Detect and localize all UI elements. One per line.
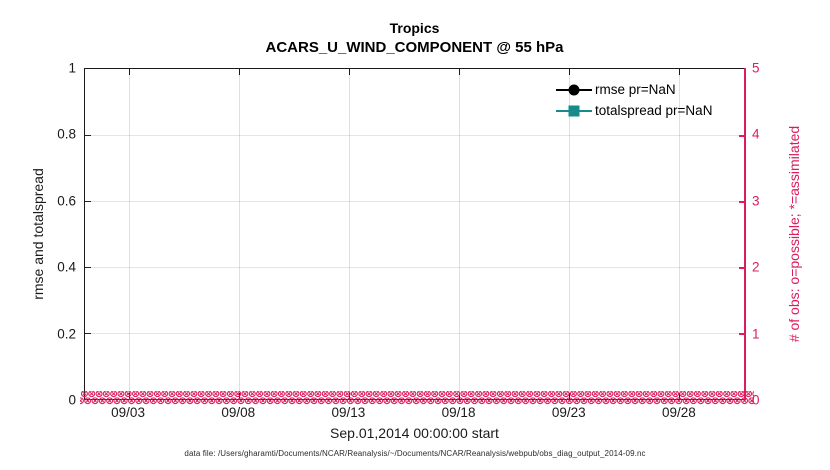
x-tick-mark-top	[129, 69, 130, 75]
x-tick-mark-top	[679, 69, 680, 75]
left-y-tick-label: 1	[68, 60, 76, 76]
left-y-tick-mark	[85, 201, 91, 202]
x-axis-label: Sep.01,2014 00:00:00 start	[330, 425, 499, 441]
x-tick-label: 09/23	[551, 405, 586, 420]
x-tick-mark-bottom	[569, 393, 570, 399]
obs-count-marker-band: ⊗⊗⊗⊗⊗⊗⊗⊗⊗⊗⊗⊗⊗⊗⊗⊗⊗⊗⊗⊗⊗⊗⊗⊗⊗⊗⊗⊗⊗⊗⊗⊗⊗⊗⊗⊗⊗⊗⊗⊗…	[80, 391, 754, 407]
x-gridline	[349, 69, 350, 399]
x-tick-mark-top	[239, 69, 240, 75]
chart-title: Tropics ACARS_U_WIND_COMPONENT @ 55 hPa	[84, 18, 745, 58]
right-axis-gridline	[85, 333, 745, 334]
legend: rmse pr=NaN totalspread pr=NaN	[556, 79, 712, 121]
x-tick-mark-top	[459, 69, 460, 75]
right-axis-gridline	[85, 135, 745, 136]
x-tick-label: 09/18	[441, 405, 476, 420]
right-y-axis-label: # of obs: o=possible; *=assimilated	[786, 125, 802, 343]
left-y-tick-label: 0.2	[57, 326, 76, 342]
left-y-tick-label: 0.6	[57, 193, 76, 209]
legend-item-rmse: rmse pr=NaN	[556, 79, 712, 100]
rmse-line-marker-icon	[556, 84, 592, 96]
right-y-tick-label: 5	[752, 60, 760, 76]
plot-area: ⊗⊗⊗⊗⊗⊗⊗⊗⊗⊗⊗⊗⊗⊗⊗⊗⊗⊗⊗⊗⊗⊗⊗⊗⊗⊗⊗⊗⊗⊗⊗⊗⊗⊗⊗⊗⊗⊗⊗⊗…	[80, 68, 754, 406]
x-tick-mark-bottom	[349, 393, 350, 399]
rmse-circle-marker-icon	[568, 84, 580, 95]
totalspread-square-marker-icon	[568, 105, 580, 116]
right-y-tick-label: 1	[752, 326, 760, 342]
x-tick-label: 09/08	[221, 405, 256, 420]
left-y-axis-label: rmse and totalspread	[30, 168, 46, 300]
x-tick-label: 09/28	[661, 405, 696, 420]
right-y-tick-mark	[739, 135, 745, 137]
right-y-tick-mark	[739, 333, 745, 335]
legend-label-rmse: rmse pr=NaN	[595, 82, 676, 97]
left-y-tick-label: 0.8	[57, 126, 76, 142]
right-y-tick-label: 3	[752, 193, 760, 209]
data-file-path: data file: /Users/gharamti/Documents/NCA…	[184, 449, 646, 458]
x-tick-label: 09/03	[111, 405, 145, 420]
right-y-tick-label: 0	[752, 392, 760, 408]
x-tick-mark-bottom	[459, 393, 460, 399]
x-gridline	[679, 69, 680, 399]
right-y-tick-label: 4	[752, 126, 760, 142]
legend-item-totalspread: totalspread pr=NaN	[556, 100, 712, 121]
x-tick-label: 09/13	[331, 405, 366, 420]
x-tick-mark-bottom	[679, 393, 680, 399]
left-y-tick-label: 0.4	[57, 259, 76, 275]
right-y-tick-mark	[739, 201, 745, 203]
obs-band-row-possible: ⊗⊗⊗⊗⊗⊗⊗⊗⊗⊗⊗⊗⊗⊗⊗⊗⊗⊗⊗⊗⊗⊗⊗⊗⊗⊗⊗⊗⊗⊗⊗⊗⊗⊗⊗⊗⊗⊗⊗⊗…	[80, 391, 754, 400]
right-axis-line	[744, 68, 746, 400]
totalspread-line-marker-icon	[556, 105, 592, 117]
x-tick-mark-bottom	[129, 393, 130, 399]
x-tick-mark-top	[349, 69, 350, 75]
left-y-tick-mark	[85, 135, 91, 136]
x-gridline	[239, 69, 240, 399]
left-y-tick-label: 0	[68, 392, 76, 408]
right-axis-gridline	[85, 201, 745, 202]
x-gridline	[129, 69, 130, 399]
title-variable: ACARS_U_WIND_COMPONENT @ 55 hPa	[265, 39, 564, 56]
title-region: Tropics	[389, 20, 440, 36]
left-y-tick-mark	[85, 333, 91, 334]
x-gridline	[459, 69, 460, 399]
left-y-tick-mark	[85, 267, 91, 268]
x-tick-mark-top	[569, 69, 570, 75]
x-gridline	[569, 69, 570, 399]
right-y-tick-label: 2	[752, 259, 760, 275]
x-tick-mark-bottom	[239, 393, 240, 399]
right-y-tick-mark	[739, 267, 745, 269]
obs-band-row-assimilated: ⊗⊗⊗⊗⊗⊗⊗⊗⊗⊗⊗⊗⊗⊗⊗⊗⊗⊗⊗⊗⊗⊗⊗⊗⊗⊗⊗⊗⊗⊗⊗⊗⊗⊗⊗⊗⊗⊗⊗⊗…	[80, 395, 754, 407]
right-axis-gridline	[85, 267, 745, 268]
legend-label-totalspread: totalspread pr=NaN	[595, 103, 713, 118]
